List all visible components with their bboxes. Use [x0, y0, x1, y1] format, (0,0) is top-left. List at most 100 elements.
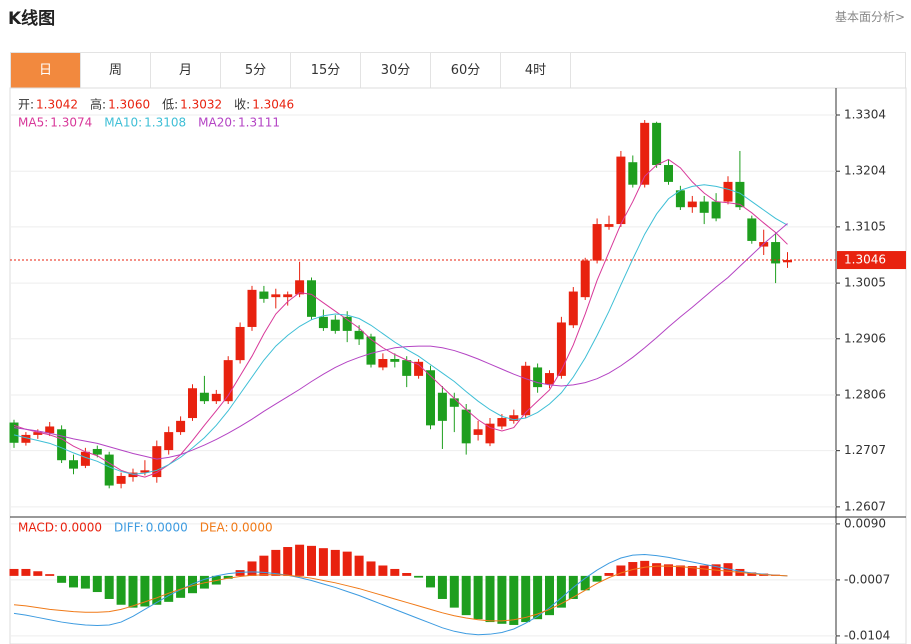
macd-bar	[414, 575, 424, 578]
candle-body	[521, 365, 531, 416]
candle-body	[414, 361, 424, 376]
legend-name: 低:	[162, 98, 178, 112]
macd-bar	[69, 575, 78, 588]
legend-name: DIFF:	[114, 521, 144, 535]
candle-body	[592, 224, 602, 261]
candle-body	[342, 316, 352, 331]
macd-bar	[390, 568, 400, 576]
macd-bar	[533, 575, 543, 620]
candle-body	[283, 294, 293, 298]
legend-value: 1.3042	[36, 98, 78, 112]
candle-body	[723, 181, 733, 202]
candle-body	[354, 330, 364, 340]
macd-bar	[259, 555, 269, 576]
period-tab[interactable]: 30分	[361, 53, 431, 88]
macd-bar	[545, 575, 554, 616]
candle-body	[45, 426, 55, 434]
candle-body	[497, 418, 507, 427]
macd-bar	[307, 545, 316, 576]
candle-body	[616, 156, 626, 225]
macd-bar	[116, 575, 126, 605]
period-tab[interactable]: 日	[11, 53, 81, 88]
candle-body	[92, 448, 102, 455]
y-tick-label: 1.2806	[844, 387, 886, 401]
y-tick-label: 1.3005	[844, 276, 886, 290]
macd-bar	[628, 562, 638, 576]
fundamentals-link[interactable]: 基本面分析>	[834, 10, 905, 24]
period-tab[interactable]: 60分	[431, 53, 501, 88]
macd-bar	[128, 575, 138, 608]
macd-bar	[140, 575, 150, 607]
candle-body	[235, 326, 245, 361]
macd-bar	[199, 575, 209, 589]
macd-bar	[271, 549, 281, 576]
candle-body	[33, 432, 43, 435]
macd-bar	[188, 575, 197, 594]
candle-body	[461, 409, 471, 444]
y-tick-label: 1.2607	[844, 499, 886, 513]
candle-body	[69, 460, 78, 469]
candle-body	[509, 415, 519, 421]
candle-body	[140, 470, 150, 473]
candle-body	[747, 218, 757, 241]
indicator-line	[13, 158, 788, 478]
indicator-line	[13, 554, 788, 636]
candle-body	[295, 280, 305, 295]
y-tick-label: 1.3304	[844, 107, 886, 121]
candle-body	[640, 122, 650, 185]
y-tick-label: -0.0007	[844, 572, 890, 586]
legend-value: 1.3108	[144, 116, 186, 130]
legend-value: 1.3074	[50, 116, 92, 130]
candle-body	[783, 260, 792, 263]
candle-body	[628, 162, 638, 185]
candle-body	[699, 201, 709, 213]
candle-body	[164, 432, 174, 451]
macd-bar	[461, 575, 471, 616]
legend-value: 1.3032	[180, 98, 222, 112]
macd-bar	[509, 575, 519, 625]
candle-body	[545, 373, 554, 385]
period-tab[interactable]: 月	[151, 53, 221, 88]
chart-frame	[9, 87, 907, 644]
macd-bar	[164, 575, 174, 602]
candle-body	[556, 322, 566, 376]
macd-bar	[330, 549, 340, 576]
legend-value: 1.3046	[252, 98, 294, 112]
period-tab[interactable]: 周	[81, 53, 151, 88]
macd-bar	[747, 572, 757, 576]
candle-body	[21, 434, 31, 443]
macd-bar	[235, 570, 245, 576]
period-tab[interactable]: 15分	[291, 53, 361, 88]
macd-bar	[580, 575, 590, 591]
candle-body	[533, 367, 543, 388]
macd-bar	[57, 575, 67, 583]
macd-bar	[664, 564, 673, 576]
candle-body	[402, 360, 412, 376]
macd-bar	[9, 568, 19, 576]
candle-body	[104, 454, 114, 486]
candle-body	[604, 224, 614, 227]
candle-body	[568, 291, 578, 326]
candle-body	[437, 392, 447, 421]
candle-body	[188, 388, 197, 419]
macd-bar	[247, 561, 257, 576]
macd-bar	[616, 565, 626, 576]
period-tab[interactable]: 5分	[221, 53, 291, 88]
macd-bar	[104, 575, 114, 599]
candle-body	[318, 316, 328, 329]
macd-bar	[80, 575, 90, 589]
period-tab[interactable]: 4时	[501, 53, 571, 88]
candle-body	[390, 359, 400, 362]
indicator-line	[13, 184, 788, 475]
macd-bar	[295, 544, 305, 576]
candle-body	[247, 289, 257, 327]
candle-body	[9, 422, 19, 443]
legend-value: 0.0000	[60, 521, 102, 535]
candle-body	[128, 472, 138, 478]
candle-body	[366, 336, 376, 365]
macd-bar	[556, 575, 566, 608]
candle-body	[449, 398, 459, 407]
macd-bar	[402, 572, 412, 576]
